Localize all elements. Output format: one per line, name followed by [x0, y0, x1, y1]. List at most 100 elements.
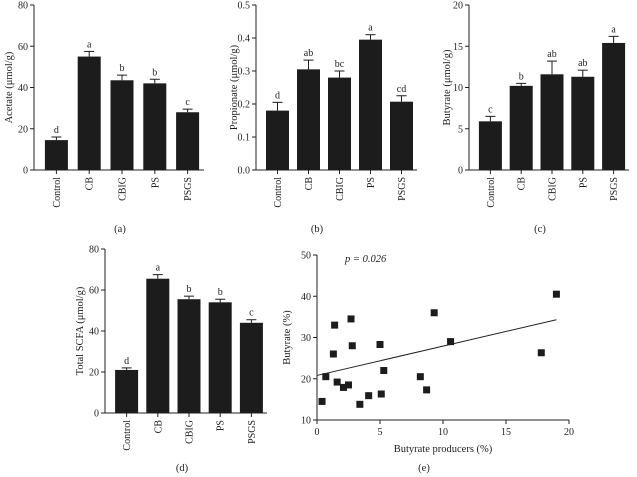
- panel-b-x-tick-label: Control: [273, 177, 284, 208]
- panel-e-data-point: [333, 378, 341, 386]
- panel-c-y-axis-label: Butyrate (μmol/g): [442, 49, 453, 125]
- panel-c-bar: [478, 121, 502, 170]
- panel-a-y-tick-label: 40: [18, 83, 28, 94]
- panel-a-sig-letter: c: [185, 97, 190, 108]
- panel-c-x-tick-label: CBIG: [548, 177, 559, 201]
- panel-e-data-point: [365, 392, 373, 400]
- panel-d-x-tick-label: CB: [153, 420, 164, 434]
- panel-c-y-tick-label: 0: [458, 166, 463, 177]
- panel-d-y-tick-label: 0: [94, 409, 99, 420]
- panel-e-y-axis-label: Butyrate (%): [282, 310, 293, 365]
- panel-e-x-axis-label: Butyrate producers (%): [394, 444, 493, 455]
- panel-d-bar: [146, 278, 170, 413]
- panel-d-y-axis-label: Total SCFA (μmol/g): [75, 286, 86, 375]
- panel-e-x-tick-label: 20: [564, 427, 574, 438]
- panel-e-data-point: [356, 400, 364, 408]
- panel-b-x-tick-label: CBIG: [335, 177, 346, 201]
- panel-c-label: (c): [534, 224, 546, 235]
- panel-e-data-point: [322, 373, 330, 381]
- panel-a-bar: [110, 80, 134, 170]
- panel-a-bar: [176, 112, 200, 170]
- panel-b-x-tick-label: PS: [366, 177, 377, 188]
- panel-d-sig-letter: b: [218, 287, 223, 298]
- panel-e-data-point: [345, 381, 352, 389]
- panel-c-x-tick-label: Control: [486, 177, 497, 208]
- panel-e-data-point: [348, 342, 356, 350]
- panel-b-y-tick-label: 0.1: [238, 133, 251, 144]
- panel-e-data-point: [447, 338, 455, 346]
- panel-d-label: (d): [176, 463, 189, 474]
- panel-a-y-tick-label: 60: [18, 42, 28, 53]
- panel-b-bar: [390, 101, 413, 170]
- panel-c-sig-letter: ab: [547, 49, 556, 60]
- panel-a-x-tick-label: PSGS: [183, 177, 194, 201]
- panel-e-p-value: p = 0.026: [344, 254, 387, 265]
- panel-e-y-tick-label: 40: [301, 292, 311, 303]
- panel-a-sig-letter: b: [152, 67, 157, 78]
- panel-d-bar: [239, 322, 263, 413]
- panel-e-y-tick-label: 10: [301, 416, 311, 427]
- panel-b-x-tick-label: PSGS: [397, 177, 408, 201]
- panel-a-x-tick-label: Control: [52, 177, 63, 208]
- panel-d-x-tick-label: Control: [122, 420, 133, 451]
- panel-b-y-tick-label: 0.3: [238, 67, 251, 78]
- panel-c-sig-letter: a: [611, 24, 616, 35]
- panel-d-bar: [115, 369, 139, 413]
- panel-c-y-tick-label: 15: [453, 42, 463, 53]
- panel-c-sig-letter: b: [519, 71, 524, 82]
- panel-e-trendline: [316, 319, 557, 376]
- panel-d-x-tick-label: PS: [216, 420, 227, 431]
- panel-c-y-tick-label: 10: [453, 83, 463, 94]
- panel-d-x-tick-label: PSGS: [247, 420, 258, 444]
- panel-c-bar: [509, 85, 533, 170]
- panel-a-label: (a): [114, 224, 126, 235]
- panel-c-bar: [602, 42, 626, 171]
- panel-e-data-point: [331, 321, 339, 329]
- panel-b-y-tick-label: 0.0: [238, 166, 251, 177]
- panel-e-y-tick-label: 20: [301, 374, 311, 385]
- panel-a-y-tick-label: 20: [18, 124, 28, 135]
- panel-d-sig-letter: b: [187, 284, 192, 295]
- panel-e-data-point: [423, 386, 431, 394]
- panel-e-data-point: [380, 367, 388, 374]
- panel-e-data-point: [416, 373, 424, 381]
- panel-d-y-tick-label: 80: [89, 245, 99, 256]
- panel-c-y-tick-label: 20: [453, 1, 463, 12]
- panel-e-data-point: [347, 315, 355, 323]
- panel-b-sig-letter: a: [368, 23, 373, 34]
- panel-c-sig-letter: c: [488, 104, 493, 115]
- panel-a-x-tick-label: CB: [85, 177, 96, 191]
- panel-b-bar: [359, 39, 382, 171]
- panel-e-x-tick-label: 0: [315, 427, 320, 438]
- panel-a-y-axis-label: Acetate (μmol/g): [4, 51, 15, 123]
- panel-b-sig-letter: bc: [335, 59, 345, 70]
- panel-d-bar: [208, 302, 232, 413]
- panel-d-sig-letter: a: [156, 263, 161, 274]
- panel-a-x-tick-label: CBIG: [118, 177, 129, 201]
- panel-e-x-tick-label: 10: [438, 427, 448, 438]
- panel-e-data-point: [430, 309, 438, 317]
- panel-d-sig-letter: c: [249, 308, 254, 319]
- panel-e-data-point: [318, 397, 326, 405]
- panel-a-sig-letter: a: [87, 39, 92, 50]
- panel-a-sig-letter: d: [54, 125, 59, 136]
- panel-a-y-tick-label: 0: [23, 166, 28, 177]
- panel-b-sig-letter: ab: [304, 48, 313, 59]
- panel-e-data-point: [552, 290, 560, 298]
- panel-b-x-tick-label: CB: [304, 177, 315, 191]
- panel-c-y-tick-label: 5: [458, 124, 463, 135]
- panel-d-y-tick-label: 20: [89, 368, 99, 379]
- panel-c-sig-letter: ab: [578, 58, 587, 69]
- panel-b-sig-letter: cd: [397, 84, 406, 95]
- panel-a-y-tick-label: 80: [18, 1, 28, 12]
- panel-a-x-tick-label: PS: [150, 177, 161, 188]
- panel-a-bar: [44, 140, 68, 170]
- panel-e-label: (e): [418, 463, 430, 474]
- panel-a-sig-letter: b: [120, 63, 125, 74]
- panel-a-bar: [77, 56, 101, 170]
- panel-b-y-tick-label: 0.4: [238, 34, 251, 45]
- panel-b-label: (b): [311, 224, 324, 235]
- panel-d-bar: [177, 299, 201, 413]
- panel-e-x-tick-label: 5: [378, 427, 383, 438]
- panel-b-bar: [266, 110, 289, 170]
